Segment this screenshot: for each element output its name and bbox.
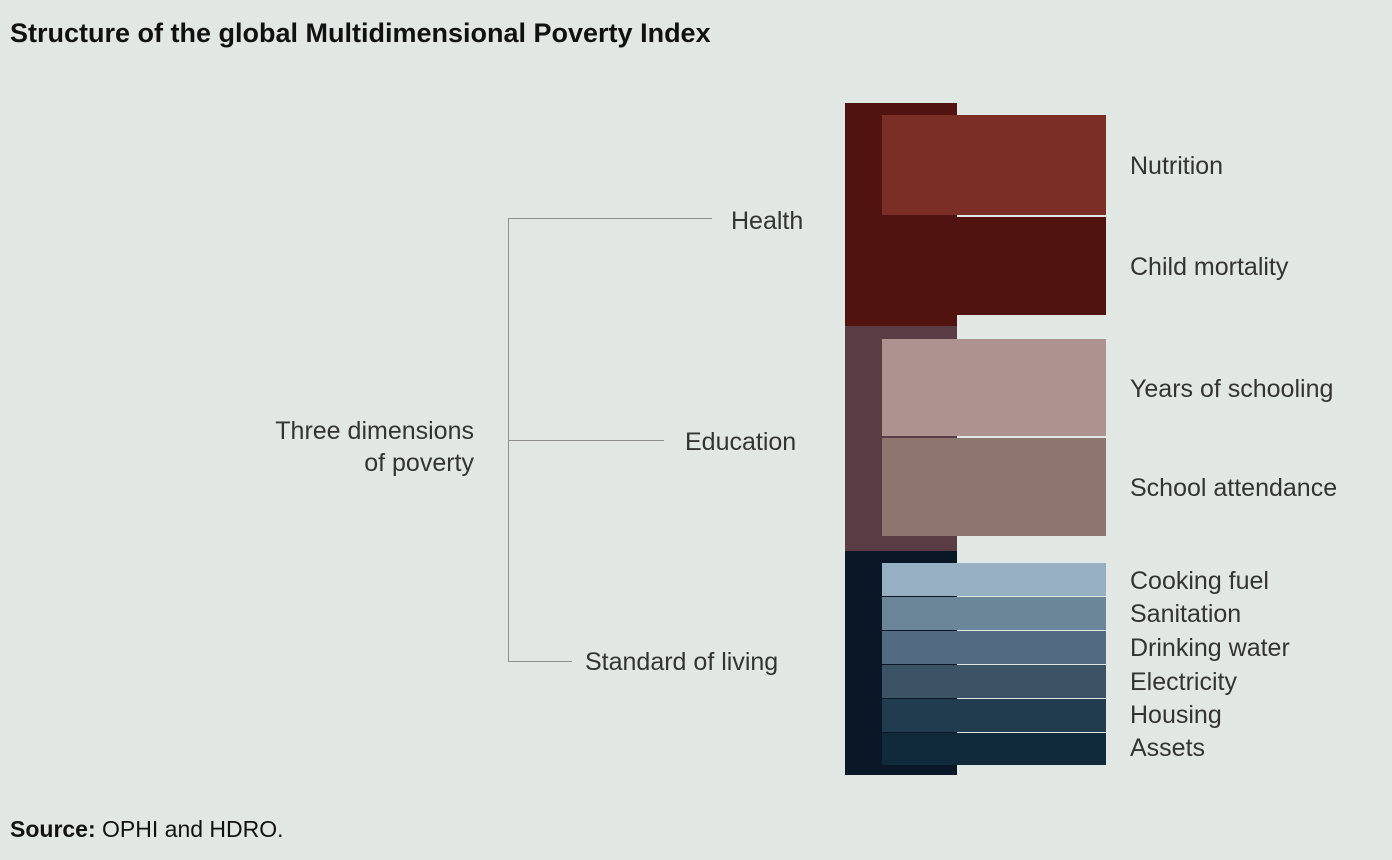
indicator-block-sanitation: [882, 597, 1106, 630]
indicator-block-years-of-schooling: [882, 339, 1106, 436]
indicator-block-child-mortality: [882, 217, 1106, 315]
indicator-label-child-mortality: Child mortality: [1130, 253, 1289, 281]
indicator-block-assets: [882, 733, 1106, 765]
dimension-label-education: Education: [685, 428, 797, 456]
indicator-block-nutrition: [882, 115, 1106, 215]
indicator-label-years-of-schooling: Years of schooling: [1130, 375, 1334, 403]
bracket-education-line: [508, 440, 664, 441]
indicator-label-cooking-fuel: Cooking fuel: [1130, 567, 1269, 595]
root-label-line-1: Three dimensions: [275, 417, 474, 445]
indicator-block-school-attendance: [882, 438, 1106, 536]
dimension-label-health: Health: [731, 207, 804, 235]
indicator-label-sanitation: Sanitation: [1130, 600, 1242, 628]
indicator-label-school-attendance: School attendance: [1130, 474, 1338, 502]
indicator-label-electricity: Electricity: [1130, 668, 1237, 696]
indicator-block-electricity: [882, 665, 1106, 698]
source-label: Source:: [10, 816, 96, 842]
chart-title: Structure of the global Multidimensional…: [10, 18, 711, 48]
root-label: Three dimensions of poverty: [275, 415, 474, 479]
bracket-health-line: [508, 218, 712, 219]
indicator-label-nutrition: Nutrition: [1130, 152, 1224, 180]
dimension-label-standard-of-living: Standard of living: [585, 648, 779, 676]
indicator-block-housing: [882, 699, 1106, 732]
indicator-block-drinking-water: [882, 631, 1106, 664]
indicator-block-cooking-fuel: [882, 563, 1106, 596]
indicator-label-drinking-water: Drinking water: [1130, 634, 1290, 662]
source-text: OPHI and HDRO.: [102, 816, 284, 842]
source-note: Source: OPHI and HDRO.: [10, 816, 284, 843]
indicator-label-assets: Assets: [1130, 734, 1206, 762]
indicator-label-housing: Housing: [1130, 701, 1222, 729]
root-label-line-2: of poverty: [364, 449, 474, 477]
bracket-living-line: [508, 661, 572, 662]
